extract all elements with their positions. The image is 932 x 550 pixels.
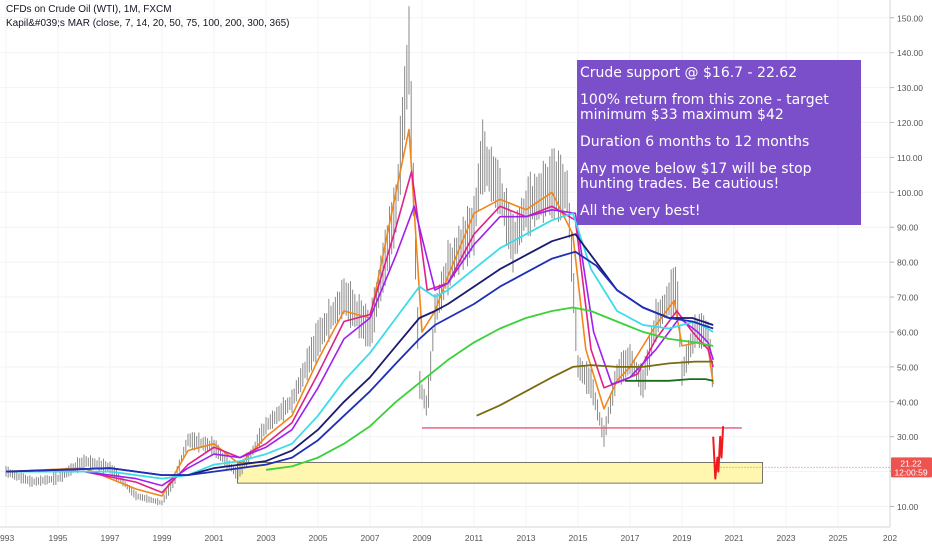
- ma-line: [6, 205, 714, 487]
- annotation-note[interactable]: Crude support @ $16.7 - 22.62 100% retur…: [577, 60, 861, 225]
- time-tick-label: 2023: [777, 533, 796, 543]
- ma-line: [6, 212, 714, 480]
- time-tick-label: 1999: [153, 533, 172, 543]
- price-tick-label: 150.00: [897, 13, 923, 23]
- price-tick-label: 80.00: [897, 258, 919, 268]
- ma-line: [5, 250, 714, 476]
- time-tick-label: 2019: [673, 533, 692, 543]
- price-axis: 150.00 140.00 130.00 120.00 110.00 100.00 90.0…: [889, 0, 932, 527]
- time-tick-label: 2013: [517, 533, 536, 543]
- note-line: Duration 6 months to 12 months: [580, 134, 810, 150]
- price-tick-label: 100.00: [897, 188, 923, 198]
- moving-averages: [5, 128, 714, 497]
- time-tick-label: 2005: [309, 533, 328, 543]
- price-tick-label: 70.00: [897, 293, 919, 303]
- indicator-title[interactable]: Kapil&#039;s MAR (close, 7, 14, 20, 50, …: [6, 18, 290, 29]
- price-tick-label: 110.00: [897, 153, 923, 163]
- ma-line: [6, 170, 714, 494]
- time-tick-label: 2025: [829, 533, 848, 543]
- time-tick-label: 2003: [257, 533, 276, 543]
- time-tick-label: 1997: [101, 533, 120, 543]
- time-tick-label: 202: [883, 533, 897, 543]
- projection-path: [712, 426, 725, 480]
- time-tick-label: 2009: [413, 533, 432, 543]
- note-line: All the very best!: [580, 203, 701, 219]
- support-zone: [236, 462, 764, 484]
- time-tick-label: 2011: [465, 533, 484, 543]
- time-tick-label: 1995: [49, 533, 68, 543]
- note-line: 100% return from this zone - target mini…: [580, 92, 829, 123]
- price-tick-label: 60.00: [897, 327, 919, 337]
- note-line: Crude support @ $16.7 - 22.62: [580, 65, 798, 81]
- time-tick-label: 2001: [205, 533, 224, 543]
- last-price-label: 21.22: [900, 458, 922, 468]
- price-tick-label: 90.00: [897, 223, 919, 233]
- price-tick-label: 30.00: [897, 432, 919, 442]
- note-line: Any move below $17 will be stop hunting …: [580, 161, 812, 192]
- ma-line: [5, 233, 714, 476]
- time-axis: 993 1995 1997 1999 2001 2003 2005 2007 2009 2011 2…: [0, 526, 897, 543]
- symbol-title: CFDs on Crude Oil (WTI), 1M, FXCM: [6, 4, 172, 15]
- price-tick-label: 50.00: [897, 362, 919, 372]
- time-tick-label: 2007: [361, 533, 380, 543]
- support-zone-box: [236, 462, 764, 484]
- ma-line: [265, 306, 714, 471]
- time-tick-label: 2017: [621, 533, 640, 543]
- time-tick-label: 993: [0, 533, 14, 543]
- last-price-badge: [891, 457, 932, 478]
- price-tick-label: 140.00: [897, 48, 923, 58]
- overlays: [422, 426, 890, 480]
- ma-line: [624, 378, 714, 382]
- ma-line: [476, 360, 714, 417]
- time-tick-label: 2015: [569, 533, 588, 543]
- countdown-label: 12:00:59: [894, 467, 927, 477]
- price-tick-label: 120.00: [897, 118, 923, 128]
- price-tick-label: 40.00: [897, 397, 919, 407]
- price-tick-label: 10.00: [897, 502, 919, 512]
- price-tick-label: 130.00: [897, 83, 923, 93]
- time-tick-label: 2021: [725, 533, 744, 543]
